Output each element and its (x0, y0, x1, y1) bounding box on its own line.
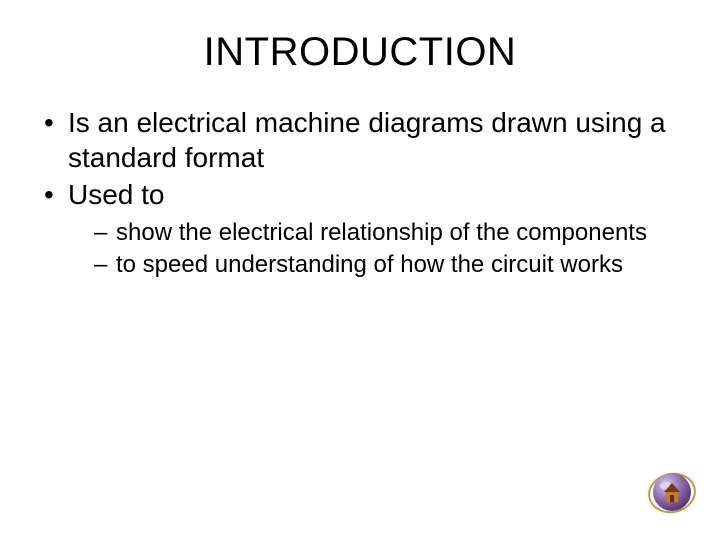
bullet-list-level2: show the electrical relationship of the … (68, 218, 680, 280)
bullet-list-level1: Is an electrical machine diagrams drawn … (40, 105, 680, 280)
bullet-text: Used to (68, 179, 165, 210)
home-globe-icon[interactable] (646, 466, 698, 518)
bullet-text: to speed understanding of how the circui… (116, 251, 623, 278)
bullet-text: show the electrical relationship of the … (116, 219, 647, 246)
list-item: Used to show the electrical relationship… (40, 177, 680, 280)
list-item: Is an electrical machine diagrams drawn … (40, 105, 680, 175)
list-item: to speed understanding of how the circui… (94, 250, 680, 280)
slide-title: INTRODUCTION (40, 30, 680, 75)
bullet-text: Is an electrical machine diagrams drawn … (68, 107, 666, 173)
list-item: show the electrical relationship of the … (94, 218, 680, 248)
slide: INTRODUCTION Is an electrical machine di… (0, 0, 720, 540)
